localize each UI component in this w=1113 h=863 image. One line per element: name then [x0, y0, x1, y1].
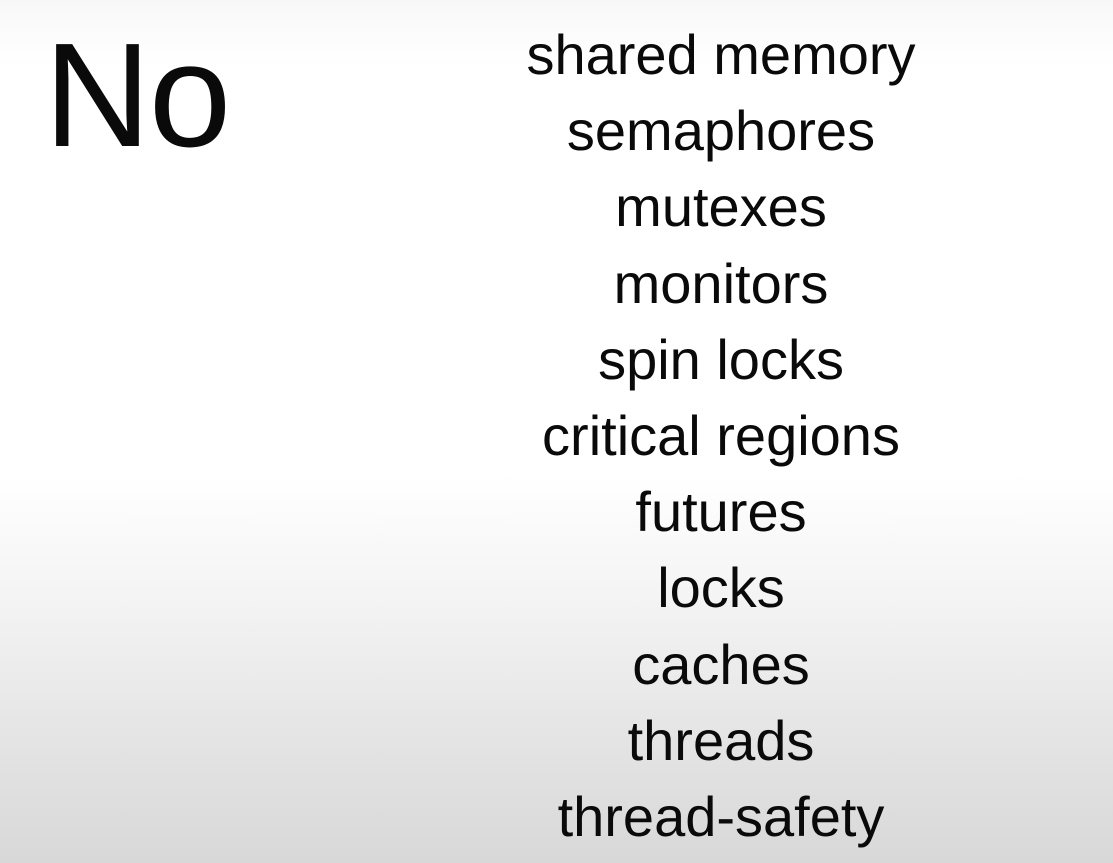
term-item: locks	[657, 556, 785, 620]
term-item: shared memory	[526, 23, 916, 86]
term-item: threads	[627, 708, 815, 772]
slide-heading: No	[44, 13, 231, 178]
term-item: spin locks	[598, 327, 844, 391]
term-item: caches	[632, 632, 810, 696]
term-item: futures	[635, 480, 807, 544]
term-item: thread-safety	[557, 784, 885, 848]
term-list: shared memory semaphores mutexes monitor…	[421, 17, 1021, 855]
term-item: mutexes	[615, 175, 827, 239]
term-item: critical regions	[542, 403, 900, 467]
term-item: monitors	[613, 251, 829, 315]
term-item: semaphores	[566, 99, 876, 163]
